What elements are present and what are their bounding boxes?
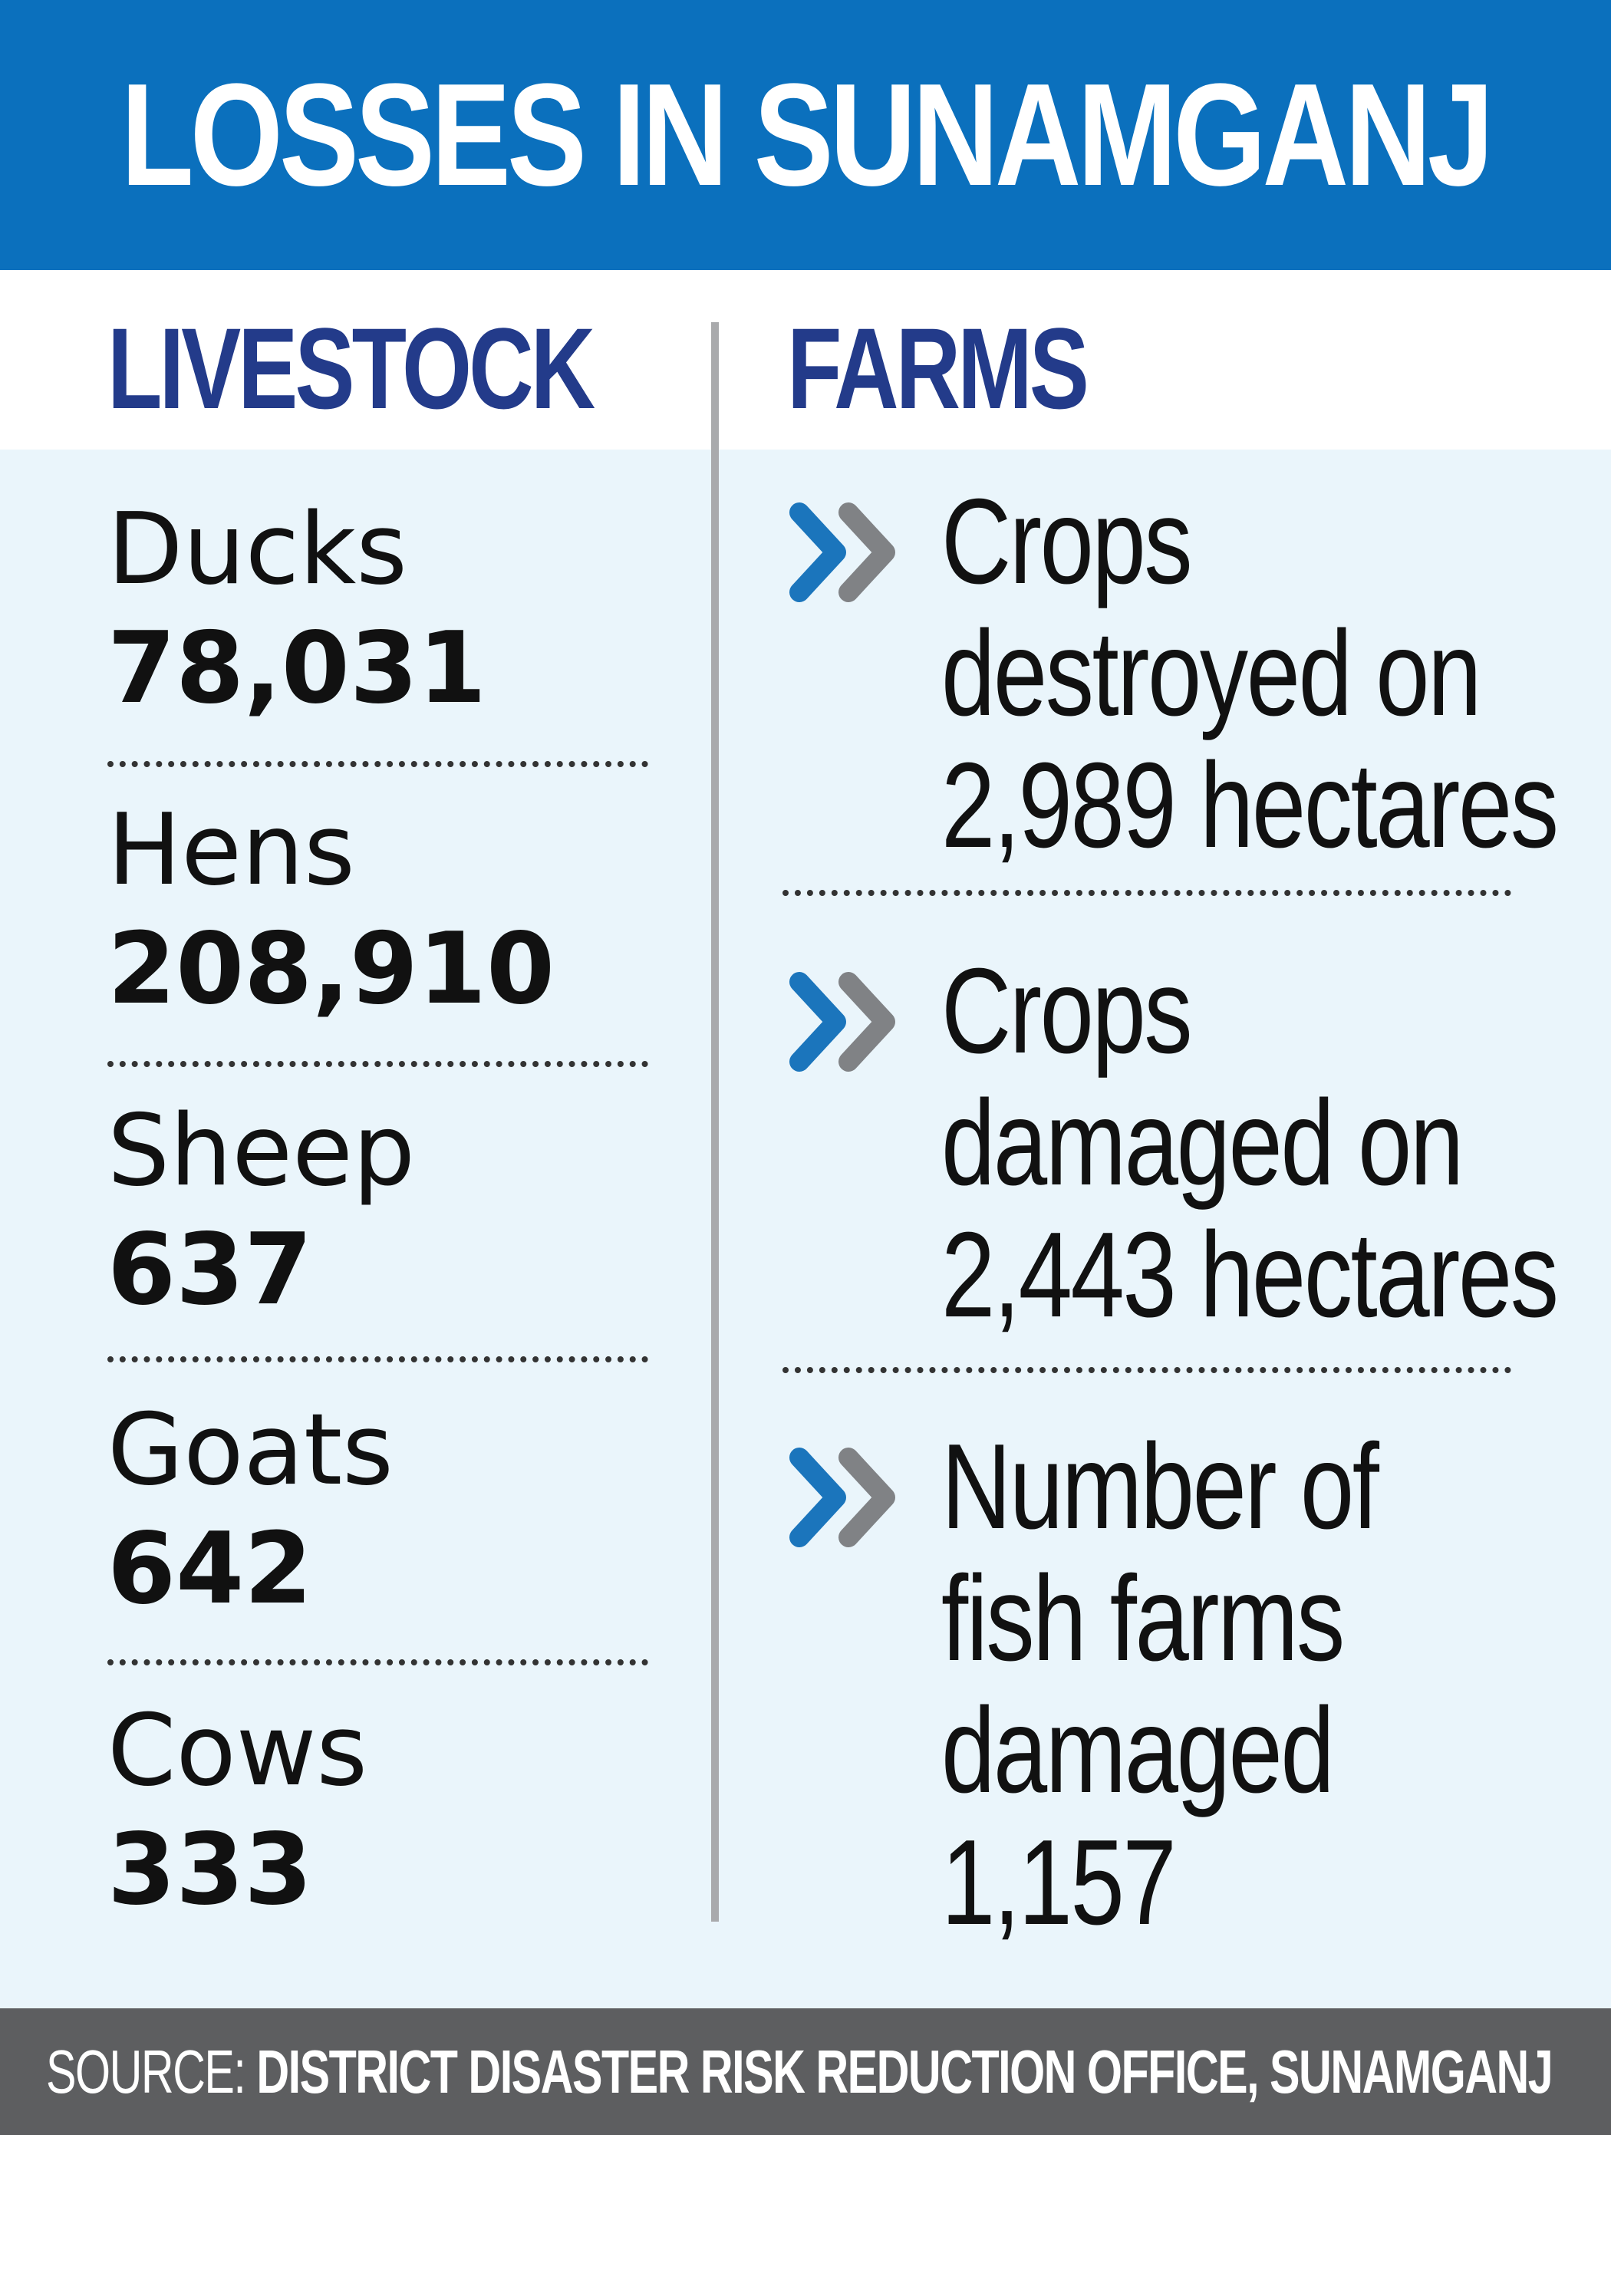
farm-line: fish farms bbox=[941, 1551, 1345, 1686]
source-prefix: SOURCE: bbox=[46, 2037, 246, 2106]
dotted-separator bbox=[107, 761, 648, 767]
livestock-label: Sheep bbox=[107, 1094, 416, 1208]
dotted-separator bbox=[107, 1659, 648, 1665]
livestock-item-goats: Goats 642 bbox=[107, 1393, 675, 1631]
source-body: DISTRICT DISASTER RISK REDUCTION OFFICE,… bbox=[256, 2037, 1553, 2106]
title-banner bbox=[0, 0, 1611, 270]
farm-line: damaged on bbox=[941, 1076, 1464, 1211]
dotted-separator bbox=[107, 1356, 648, 1362]
page-title: LOSSES IN SUNAMGANJ bbox=[120, 54, 1494, 216]
content-panel bbox=[0, 450, 1611, 2009]
livestock-value: 637 bbox=[107, 1213, 313, 1327]
farm-line: damaged bbox=[941, 1683, 1335, 1818]
livestock-value: 78,031 bbox=[107, 611, 486, 726]
source-banner bbox=[0, 2008, 1611, 2135]
livestock-value: 642 bbox=[107, 1512, 313, 1626]
farm-line: 2,989 hectares bbox=[941, 738, 1559, 873]
farm-item-text: Number of fish farms damaged 1,157 bbox=[941, 1421, 1445, 1948]
double-chevron-right-icon bbox=[789, 1448, 895, 1547]
livestock-item-ducks: Ducks 78,031 bbox=[107, 492, 675, 730]
livestock-label: Goats bbox=[107, 1393, 394, 1507]
livestock-item-hens: Hens 208,910 bbox=[107, 793, 675, 1031]
dotted-separator bbox=[782, 1367, 1511, 1373]
livestock-label: Ducks bbox=[107, 492, 407, 607]
livestock-item-cows: Cows 333 bbox=[107, 1694, 675, 1932]
double-chevron-right-icon bbox=[789, 502, 895, 602]
source-credit: SOURCE: DISTRICT DISASTER RISK REDUCTION… bbox=[46, 2008, 1553, 2135]
farm-item-text: Crops destroyed on 2,989 hectares bbox=[941, 474, 1559, 873]
livestock-label: Cows bbox=[107, 1694, 368, 1808]
farm-line: Crops bbox=[941, 944, 1193, 1079]
farm-line: Number of bbox=[941, 1419, 1379, 1554]
farm-line: destroyed on bbox=[941, 606, 1481, 741]
livestock-value: 208,910 bbox=[107, 912, 555, 1026]
column-divider bbox=[711, 322, 719, 1922]
farm-line: Crops bbox=[941, 474, 1193, 609]
double-chevron-right-icon bbox=[789, 972, 895, 1072]
dotted-separator bbox=[782, 890, 1511, 896]
livestock-item-sheep: Sheep 637 bbox=[107, 1094, 675, 1332]
farm-item-text: Crops damaged on 2,443 hectares bbox=[941, 944, 1559, 1342]
farm-line: 2,443 hectares bbox=[941, 1207, 1559, 1342]
dotted-separator bbox=[107, 1061, 648, 1067]
livestock-label: Hens bbox=[107, 793, 355, 908]
farm-line: 1,157 bbox=[941, 1815, 1177, 1950]
farms-heading: FARMS bbox=[787, 304, 1089, 433]
livestock-value: 333 bbox=[107, 1813, 313, 1927]
livestock-heading: LIVESTOCK bbox=[107, 304, 595, 433]
